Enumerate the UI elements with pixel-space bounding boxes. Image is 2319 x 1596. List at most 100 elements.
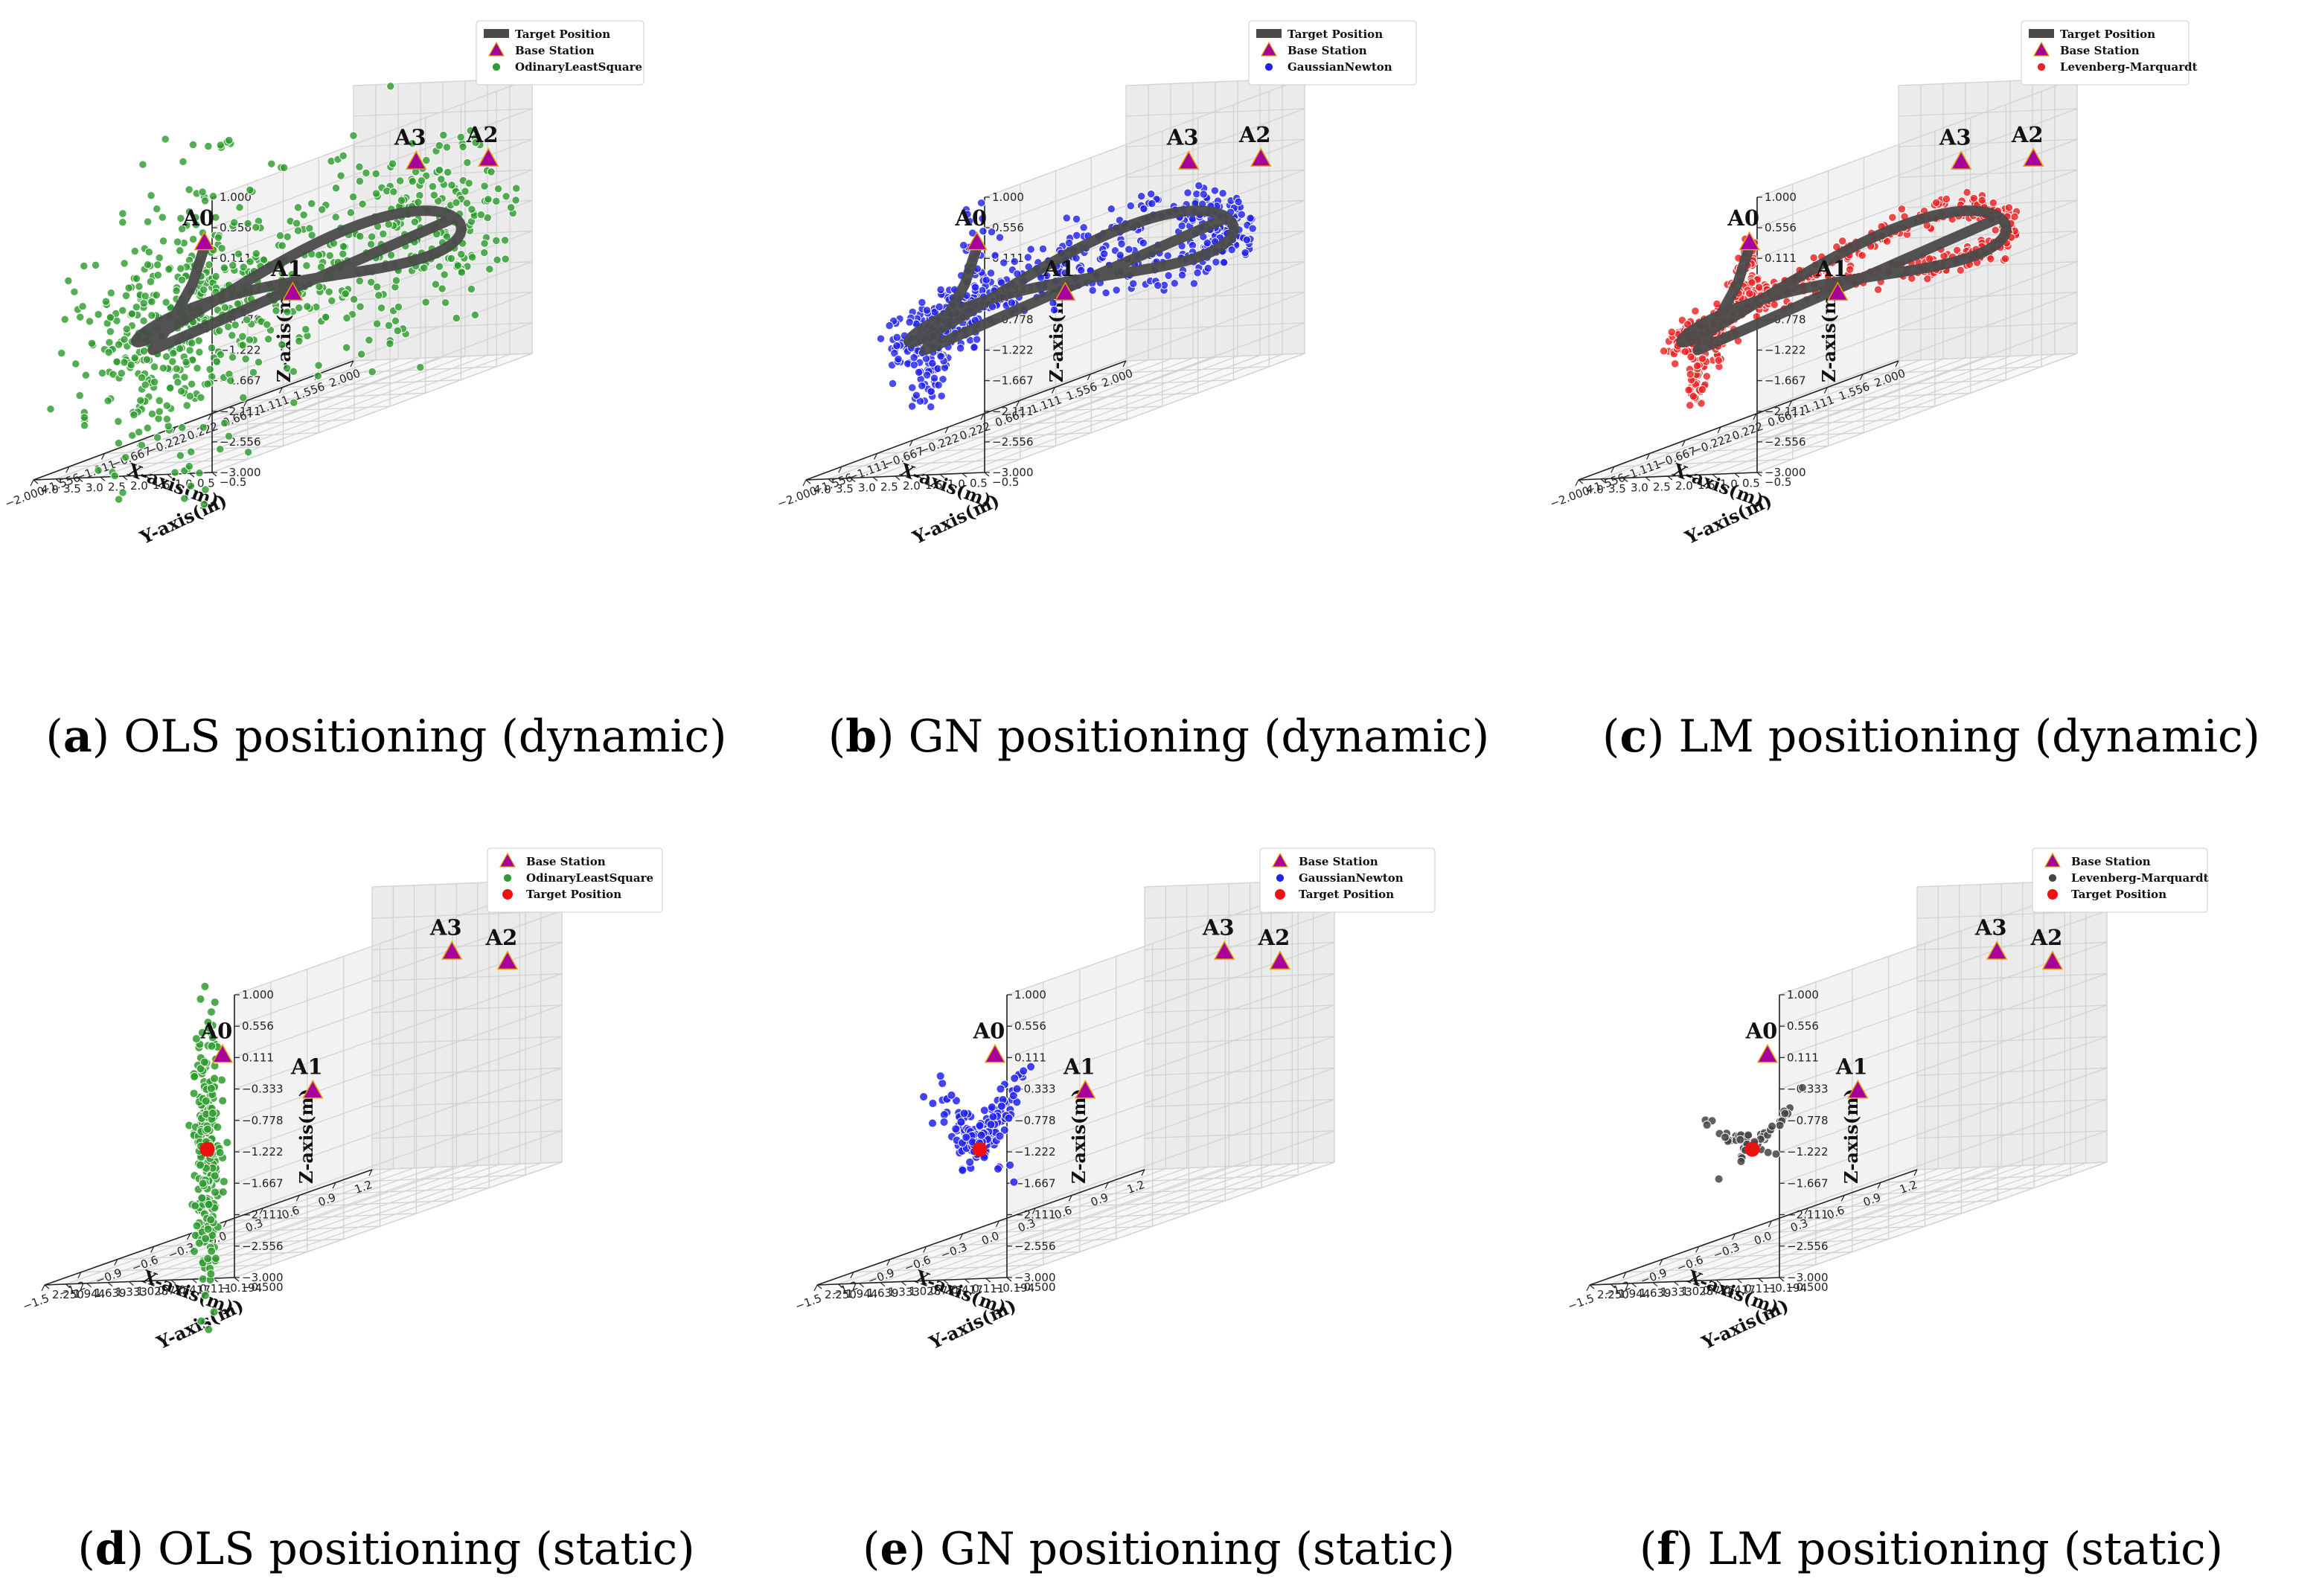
estimate-point: [462, 199, 472, 208]
estimate-point: [1989, 198, 1997, 208]
estimate-point: [235, 203, 244, 212]
y-tick-label: 0.111: [972, 1282, 1004, 1295]
x-tick-mark: [101, 453, 106, 460]
gridline-z: [1779, 910, 2108, 1027]
base-station-marker: [496, 950, 519, 970]
estimate-point: [1237, 210, 1246, 219]
estimate-point: [173, 237, 182, 246]
y-tick-mark: [86, 1283, 92, 1288]
gridline-y: [1631, 1167, 1960, 1284]
legend-swatch-estimate: [2048, 874, 2057, 882]
z-tick-label: 0.111: [1014, 1051, 1046, 1064]
estimate-point: [60, 315, 69, 324]
x-tick-mark: [923, 1246, 927, 1253]
estimate-point: [511, 196, 520, 205]
estimate-point: [201, 1234, 211, 1243]
x-tick-mark: [1122, 360, 1127, 368]
estimate-point: [1107, 205, 1116, 214]
y-tick-mark: [805, 479, 811, 484]
gridline-x: [190, 1225, 380, 1234]
estimate-point: [428, 182, 438, 191]
gridline-y: [1737, 1163, 2065, 1280]
y-tick-mark: [107, 1282, 113, 1287]
y-tick-mark: [1589, 1284, 1595, 1289]
base-station-marker: [1075, 1079, 1096, 1099]
estimate-point: [161, 298, 170, 307]
estimate-point: [1192, 190, 1201, 199]
estimate-point: [876, 334, 886, 343]
gridline-z: [1916, 1004, 2108, 1013]
estimate-point: [1659, 347, 1669, 356]
estimate-point: [1689, 391, 1698, 401]
y-tick-mark: [985, 1278, 991, 1283]
estimate-point: [75, 391, 84, 400]
estimate-point: [431, 280, 441, 289]
chart-f-plot: 1.20.90.60.30.0−0.3−0.6−0.9−1.2−1.5 2.250…: [1566, 847, 2209, 1353]
chart-panel-a: 2.0001.5561.1110.6670.222−0.222−0.667−1.…: [0, 0, 773, 798]
estimate-point: [341, 289, 350, 298]
y-tick-label: 1.333: [1660, 1286, 1692, 1299]
y-tick-mark: [1622, 478, 1628, 482]
estimate-point: [1969, 193, 1979, 203]
y-tick-mark: [77, 478, 83, 482]
estimate-point: [292, 219, 301, 228]
estimate-point: [136, 396, 145, 405]
estimate-point: [1112, 286, 1121, 295]
gridline-z: [984, 353, 1305, 473]
estimate-point: [368, 367, 377, 376]
estimate-point: [1154, 281, 1162, 290]
estimate-point: [76, 313, 85, 321]
estimate-point: [1137, 192, 1146, 201]
y-tick-label: 1.0: [947, 478, 965, 491]
anchor-label: A3: [394, 125, 426, 150]
estimate-point: [356, 302, 365, 311]
z-tick-label: 0.111: [242, 1051, 274, 1064]
gridline-z: [1756, 322, 2078, 443]
z-tick-label: −2.556: [992, 435, 1034, 449]
estimate-point: [502, 192, 511, 201]
z-tick-label: 1.000: [992, 190, 1024, 204]
y-tick-mark: [964, 1278, 970, 1283]
legend: Base Station OdinaryLeastSquare Target Pos…: [487, 847, 663, 913]
gridline-y: [192, 1163, 520, 1280]
estimate-point: [208, 1109, 217, 1118]
gridline-y: [77, 358, 399, 479]
chart-panel-b: 2.000 1.556 1.111 0.667 0.222 −0.222 −0.667 −1.…: [773, 0, 1545, 798]
estimate-point: [121, 291, 131, 301]
z-tick-label: −2.111: [220, 405, 261, 418]
estimate-point: [362, 168, 371, 178]
estimate-point: [120, 259, 129, 268]
gridline-z: [984, 261, 1305, 382]
estimate-point: [976, 199, 986, 208]
estimate-point: [217, 244, 226, 253]
estimate-point: [187, 447, 196, 456]
estimate-point: [457, 250, 466, 259]
y-tick-mark: [984, 472, 990, 477]
y-tick-label: 1.0: [1720, 478, 1738, 491]
estimate-point: [356, 350, 366, 359]
estimate-point: [223, 1138, 232, 1147]
estimate-point: [892, 341, 901, 350]
estimate-point: [204, 1199, 214, 1209]
z-tick-label: 1.000: [1765, 190, 1797, 204]
gridline-z: [211, 230, 533, 351]
base-station-marker: [1950, 150, 1972, 170]
estimate-point: [139, 298, 148, 308]
z-tick-label: 1.000: [1787, 988, 1819, 1001]
anchor-label: A3: [1166, 125, 1199, 150]
estimate-point: [1838, 237, 1847, 246]
y-tick-label: 1.639: [1640, 1286, 1672, 1300]
legend: Target Position Base Station Levenberg-Mar…: [2021, 20, 2198, 86]
gridline-z: [1756, 353, 2078, 473]
plot-area: 2.0001.5561.1110.6670.222−0.222−0.667−1.…: [775, 20, 1417, 548]
estimate-point: [355, 176, 365, 186]
estimate-point: [196, 1316, 206, 1326]
x-tick-mark: [150, 1246, 155, 1253]
estimate-point: [208, 1033, 217, 1042]
estimate-point: [139, 347, 149, 356]
estimate-point: [374, 291, 383, 300]
estimate-point: [210, 1074, 220, 1083]
estimate-point: [114, 495, 124, 504]
estimate-point: [159, 364, 168, 373]
estimate-point: [439, 130, 448, 140]
